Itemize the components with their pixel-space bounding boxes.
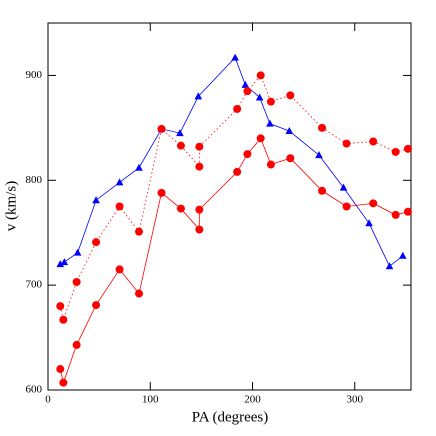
point	[233, 104, 242, 113]
point	[266, 97, 275, 106]
point	[135, 227, 144, 236]
point	[241, 80, 250, 88]
point	[73, 248, 82, 256]
point	[157, 188, 166, 197]
point	[255, 93, 264, 101]
plot-frame	[47, 22, 412, 391]
point	[315, 151, 323, 159]
point	[233, 167, 242, 176]
point	[391, 210, 400, 219]
y-tick-label: 600	[26, 384, 43, 396]
point	[115, 202, 124, 211]
point	[176, 141, 185, 150]
point	[399, 251, 407, 259]
point	[72, 340, 81, 349]
point	[256, 71, 265, 80]
point	[286, 154, 295, 163]
y-tick-label: 800	[26, 174, 43, 186]
point	[266, 160, 275, 169]
point	[92, 238, 101, 247]
point	[60, 258, 69, 266]
point	[59, 315, 68, 324]
series-line	[59, 74, 409, 322]
x-tick-label: 0	[45, 394, 51, 406]
point	[365, 219, 373, 227]
point	[195, 162, 204, 171]
point	[194, 92, 203, 100]
point	[285, 127, 294, 135]
x-tick-label: 200	[244, 394, 261, 406]
point	[115, 265, 124, 274]
point	[56, 260, 65, 268]
point	[403, 207, 412, 216]
point	[195, 142, 204, 151]
point	[72, 277, 81, 286]
point	[403, 144, 412, 153]
point	[56, 365, 65, 374]
point	[231, 53, 239, 61]
point	[195, 225, 204, 234]
point	[195, 205, 204, 214]
series-line	[60, 56, 404, 267]
point	[243, 150, 252, 159]
point	[176, 129, 184, 137]
y-axis-title: v (km/s)	[3, 181, 19, 231]
point	[115, 178, 124, 186]
y-tick-label: 700	[26, 279, 43, 291]
y-tick-label: 900	[26, 69, 43, 81]
point	[92, 196, 100, 204]
point	[256, 134, 265, 143]
point	[243, 87, 252, 96]
point	[135, 289, 144, 298]
point	[56, 302, 65, 311]
point	[369, 199, 378, 208]
point	[157, 124, 166, 133]
x-tick-label: 300	[347, 394, 364, 406]
point	[318, 186, 327, 195]
point	[59, 378, 68, 387]
point	[286, 91, 295, 100]
x-axis-title: PA (degrees)	[192, 409, 269, 425]
point	[342, 139, 351, 148]
point	[369, 137, 378, 146]
point	[318, 123, 327, 132]
point	[266, 119, 274, 127]
point	[176, 204, 185, 213]
point	[135, 163, 143, 171]
point	[92, 301, 101, 310]
point	[391, 147, 400, 156]
point	[339, 183, 348, 191]
series-line	[59, 137, 409, 385]
point	[385, 262, 394, 270]
point	[342, 202, 351, 211]
x-tick-label: 100	[142, 394, 159, 406]
